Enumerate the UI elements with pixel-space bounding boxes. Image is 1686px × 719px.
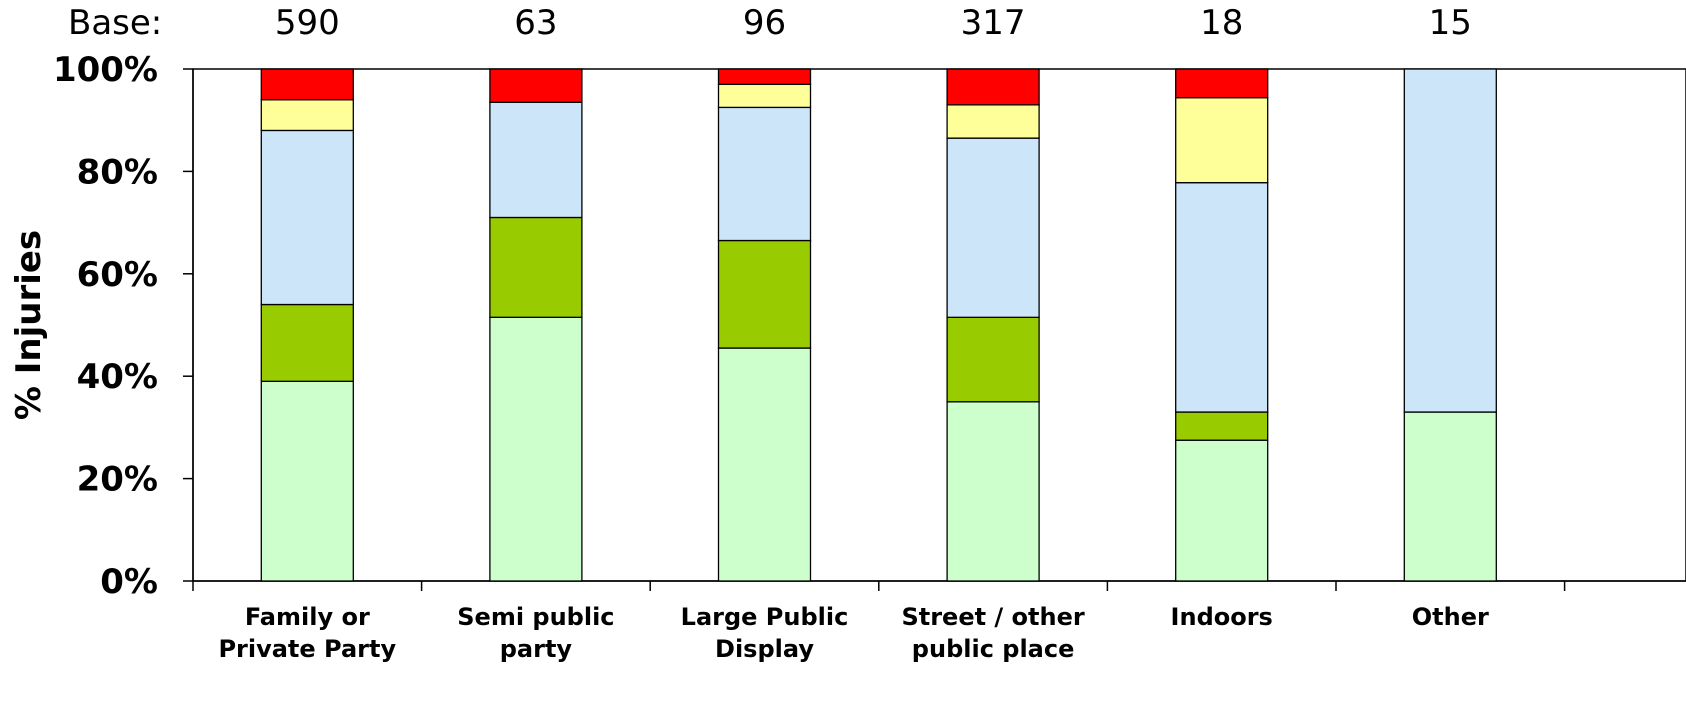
bar-segment xyxy=(1175,68,1269,99)
bar-segment xyxy=(717,68,812,86)
category-label: public place xyxy=(912,635,1075,663)
bar-segment xyxy=(260,68,354,101)
bar-segment xyxy=(489,101,583,219)
y-tick-label: 60% xyxy=(77,255,158,295)
bar-segment xyxy=(946,401,1040,582)
bar-segment xyxy=(946,316,1040,403)
bar-segment xyxy=(717,347,812,582)
base-count: 590 xyxy=(275,3,340,43)
bar-segment xyxy=(1403,68,1497,413)
bar-segment xyxy=(946,104,1040,139)
bar-segment xyxy=(717,239,812,349)
base-count: 96 xyxy=(743,3,786,43)
bar-segment xyxy=(1403,411,1497,582)
y-axis-title: % Injuries xyxy=(9,230,49,420)
bars xyxy=(260,68,1497,582)
base-count: 63 xyxy=(514,3,557,43)
bar-segment xyxy=(1175,411,1269,441)
bar-segment xyxy=(489,68,583,103)
category-label: Private Party xyxy=(218,635,396,663)
category-label: Display xyxy=(715,635,814,663)
base-count: 18 xyxy=(1200,3,1243,43)
y-tick-label: 20% xyxy=(77,460,158,500)
labels: 0% 20% 40% 60% 80% 100% % Injuries Base: 590 Fami… xyxy=(9,3,1489,663)
category-label: party xyxy=(500,635,573,663)
bar-segment xyxy=(260,380,354,582)
category-label: Street / other xyxy=(901,603,1084,631)
category-label: Other xyxy=(1412,603,1489,631)
bar-segment xyxy=(717,106,812,242)
bar-segment xyxy=(1175,182,1269,413)
category-label: Family or xyxy=(245,603,370,631)
bar-segment xyxy=(1175,439,1269,582)
bar-segment xyxy=(260,99,354,132)
bar-segment xyxy=(260,129,354,306)
y-tick-label: 80% xyxy=(77,152,158,192)
bar-segment xyxy=(946,137,1040,318)
bar-segment xyxy=(489,316,583,582)
base-title: Base: xyxy=(68,3,162,43)
bar-segment xyxy=(1175,97,1269,184)
bar-segment xyxy=(260,303,354,382)
y-tick-label: 0% xyxy=(100,562,158,602)
bar-segment xyxy=(946,68,1040,106)
base-count: 15 xyxy=(1429,3,1472,43)
bar-segment xyxy=(717,83,812,109)
bar-segment xyxy=(489,216,583,318)
y-tick-label: 40% xyxy=(77,357,158,397)
category-label: Large Public xyxy=(681,603,849,631)
axes xyxy=(183,68,1686,591)
category-label: Indoors xyxy=(1171,603,1273,631)
base-count: 317 xyxy=(961,3,1026,43)
category-label: Semi public xyxy=(457,603,614,631)
y-tick-label: 100% xyxy=(53,50,158,90)
